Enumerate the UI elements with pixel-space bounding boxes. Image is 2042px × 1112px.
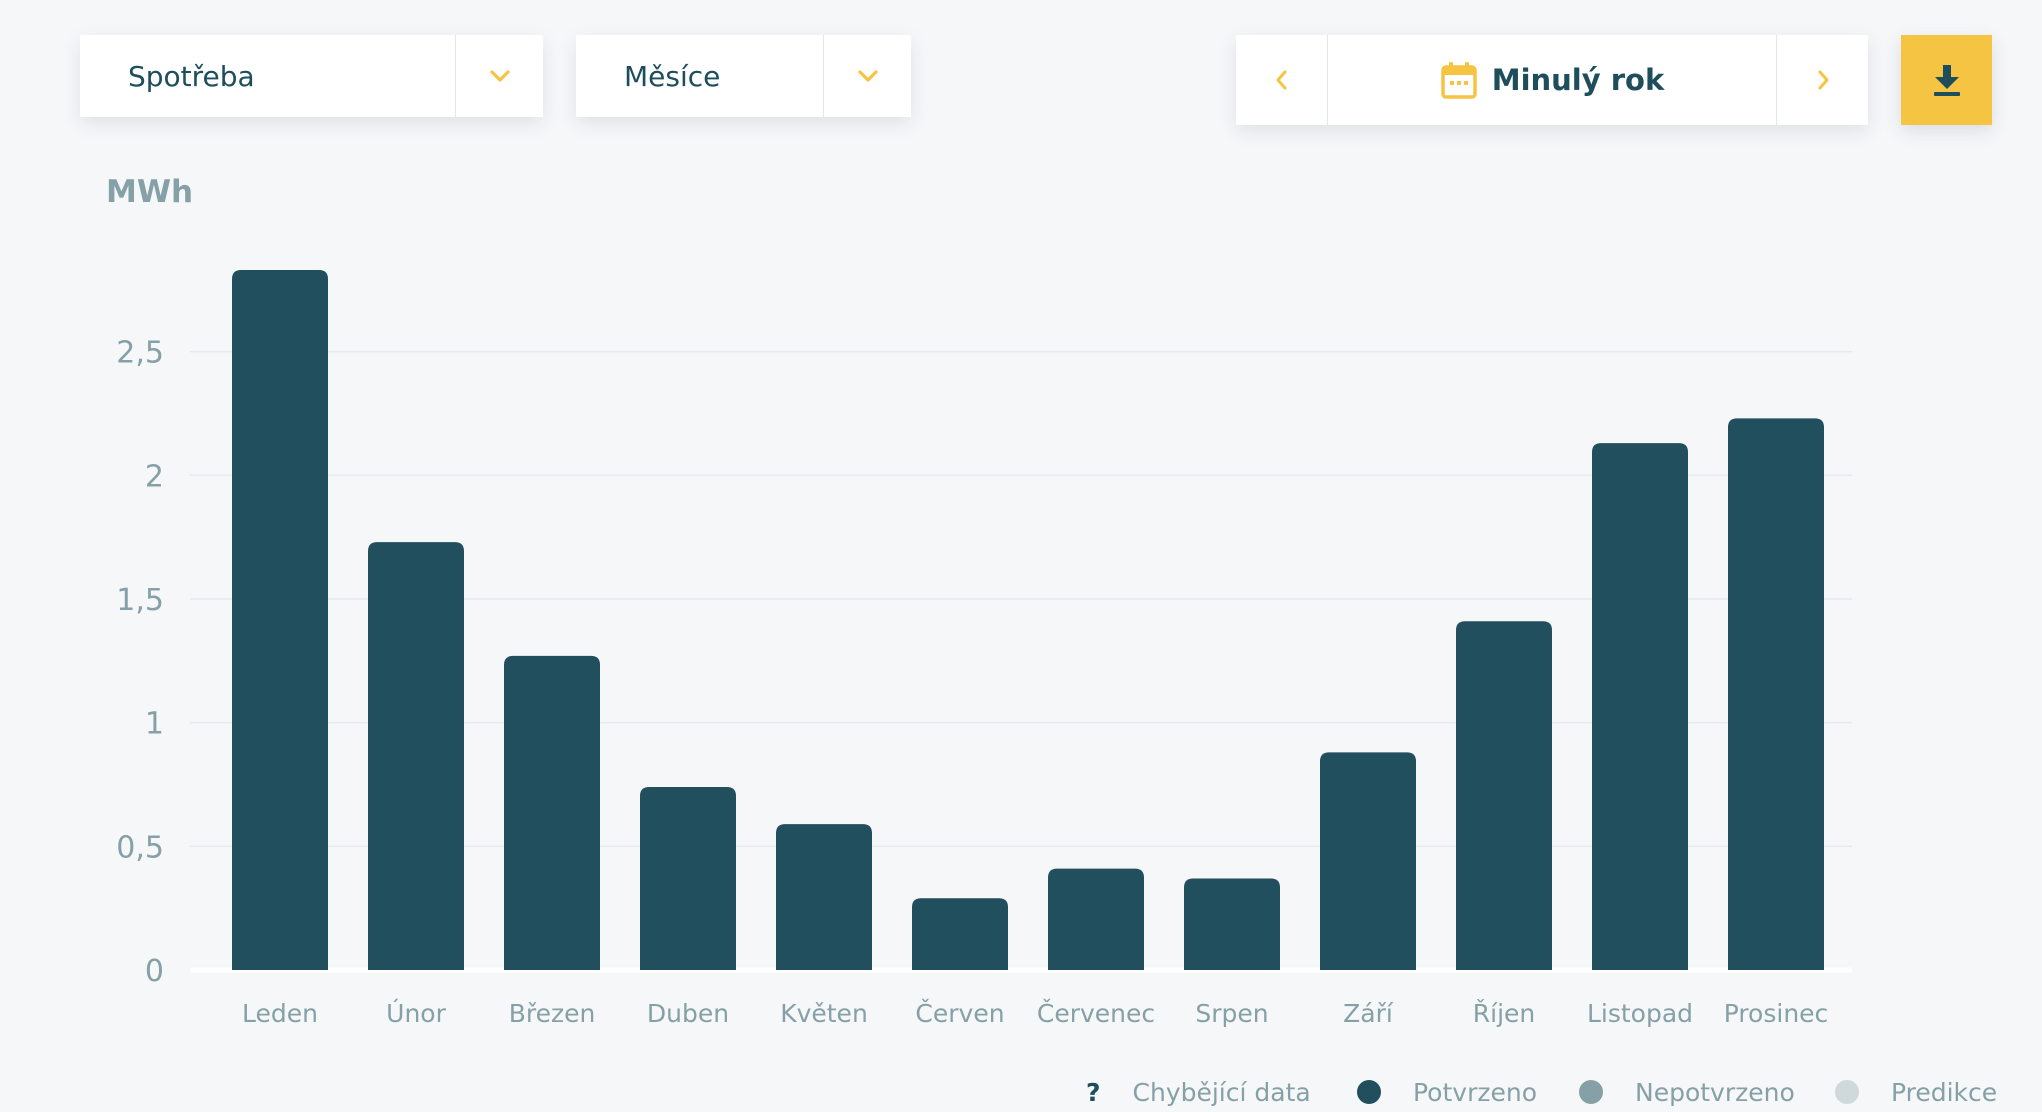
y-tick-label: 1 xyxy=(145,707,164,742)
period-selector[interactable]: Minulý rok xyxy=(1328,35,1776,125)
metric-select[interactable]: Spotřeba xyxy=(80,35,543,117)
y-tick-label: 0,5 xyxy=(116,830,164,865)
legend-confirmed: Potvrzeno xyxy=(1357,1074,1537,1110)
download-button[interactable] xyxy=(1901,35,1992,125)
legend-unconfirmed: Nepotvrzeno xyxy=(1579,1074,1795,1110)
x-tick-label: Říjen xyxy=(1473,999,1536,1028)
chevron-right-icon xyxy=(1818,70,1828,90)
next-period-button[interactable] xyxy=(1776,35,1868,125)
x-tick-label: Červen xyxy=(915,998,1004,1028)
bar-březen[interactable] xyxy=(504,655,600,970)
bar-srpen[interactable] xyxy=(1184,878,1280,970)
legend-missing-data: ? Chybějící data xyxy=(1086,1074,1311,1110)
y-tick-label: 2 xyxy=(145,459,164,494)
legend-dot-unconfirmed xyxy=(1579,1080,1603,1104)
legend-prediction-label: Predikce xyxy=(1891,1077,1998,1107)
metric-select-toggle[interactable] xyxy=(455,35,543,117)
x-tick-label: Září xyxy=(1343,999,1394,1028)
granularity-select-value: Měsíce xyxy=(624,59,721,93)
x-tick-label: Únor xyxy=(386,998,446,1028)
legend-confirmed-label: Potvrzeno xyxy=(1413,1077,1537,1107)
x-tick-label: Duben xyxy=(647,999,729,1028)
y-axis-unit-label: MWh xyxy=(106,174,194,210)
x-tick-label: Listopad xyxy=(1587,999,1693,1028)
previous-period-button[interactable] xyxy=(1236,35,1328,125)
bar-listopad[interactable] xyxy=(1592,443,1688,970)
chevron-left-icon xyxy=(1276,70,1286,90)
bar-leden[interactable] xyxy=(232,270,328,970)
legend-prediction: Predikce xyxy=(1835,1074,1997,1110)
bar-prosinec[interactable] xyxy=(1728,418,1824,970)
bar-říjen[interactable] xyxy=(1456,621,1552,970)
bar-květen[interactable] xyxy=(776,824,872,970)
question-mark-icon: ? xyxy=(1086,1077,1101,1107)
y-tick-label: 1,5 xyxy=(116,583,164,618)
consumption-bar-chart: 0 0,5 1 1,5 2 2,5 Leden Únor Březen Duben Květen Č… xyxy=(116,270,1852,1028)
download-icon xyxy=(1933,65,1960,96)
legend-unconfirmed-label: Nepotvrzeno xyxy=(1635,1077,1795,1107)
x-tick-label: Květen xyxy=(780,999,868,1028)
granularity-select[interactable]: Měsíce xyxy=(576,35,911,117)
x-tick-label: Prosinec xyxy=(1724,999,1829,1028)
bar-červen[interactable] xyxy=(912,898,1008,970)
granularity-select-toggle[interactable] xyxy=(823,35,911,117)
chevron-down-icon xyxy=(489,70,510,82)
x-tick-label: Červenec xyxy=(1037,998,1155,1028)
legend-missing-data-label: Chybějící data xyxy=(1132,1077,1311,1107)
bar-září[interactable] xyxy=(1320,752,1416,970)
period-label: Minulý rok xyxy=(1491,63,1665,97)
x-tick-label: Březen xyxy=(509,999,596,1028)
bar-duben[interactable] xyxy=(640,786,736,970)
period-navigator: Minulý rok xyxy=(1236,35,1868,125)
metric-select-value: Spotřeba xyxy=(128,59,255,93)
legend-dot-confirmed xyxy=(1357,1080,1381,1104)
calendar-icon xyxy=(1440,62,1477,99)
x-tick-label: Srpen xyxy=(1195,999,1268,1028)
chevron-down-icon xyxy=(857,70,878,82)
legend-dot-prediction xyxy=(1835,1080,1859,1104)
x-tick-label: Leden xyxy=(242,999,318,1028)
bar-červenec[interactable] xyxy=(1048,868,1144,970)
y-tick-label: 0 xyxy=(145,954,164,989)
y-tick-label: 2,5 xyxy=(116,336,164,371)
bar-únor[interactable] xyxy=(368,542,464,970)
